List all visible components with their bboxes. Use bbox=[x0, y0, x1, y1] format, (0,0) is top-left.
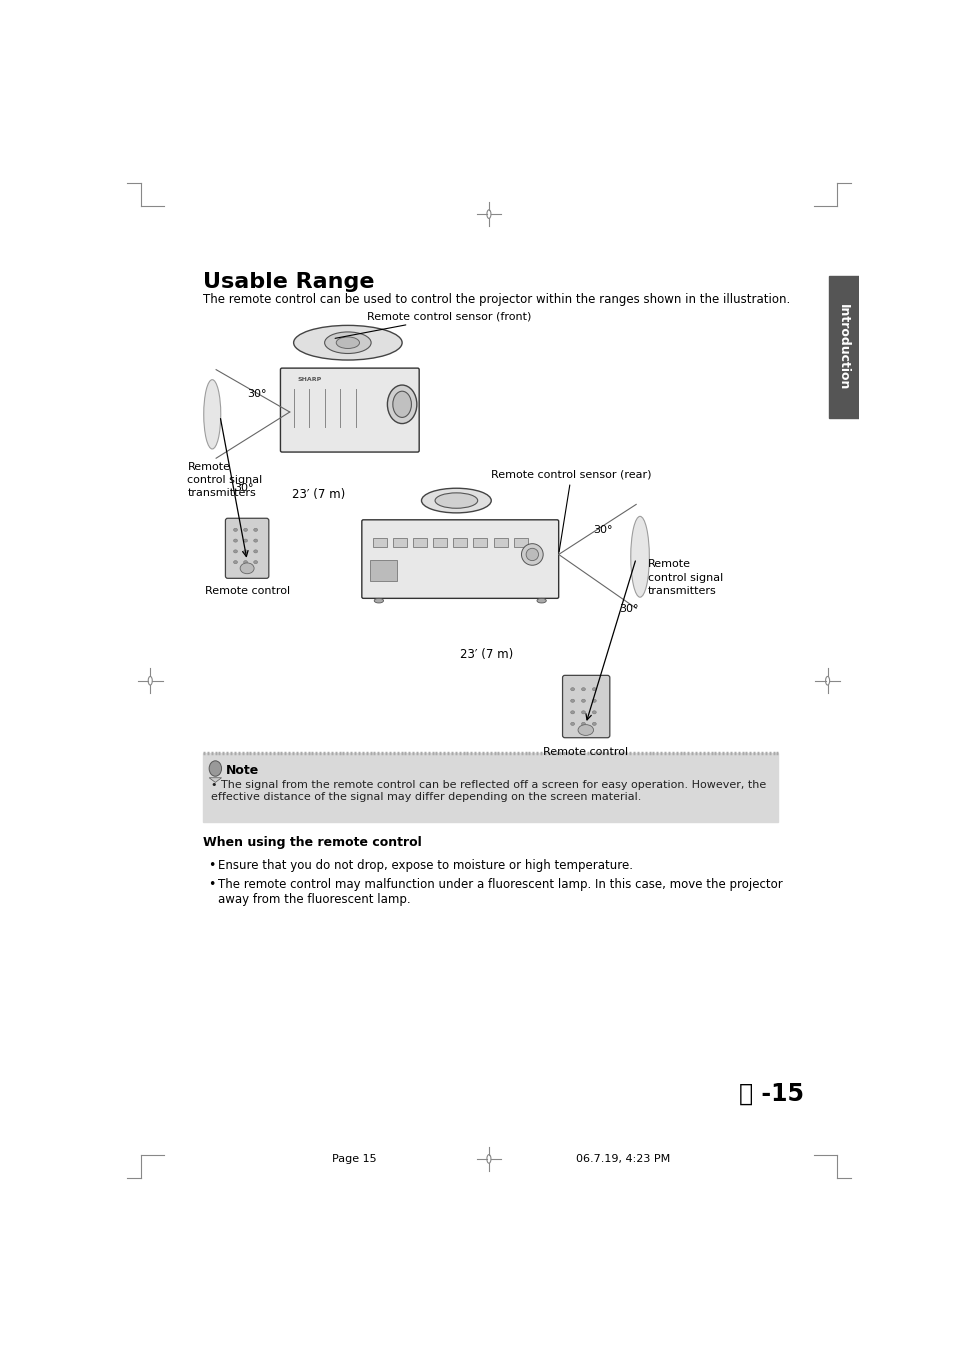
Ellipse shape bbox=[243, 528, 247, 531]
Ellipse shape bbox=[209, 760, 221, 776]
Text: • The signal from the remote control can be reflected off a screen for easy oper: • The signal from the remote control can… bbox=[211, 780, 765, 802]
Bar bbox=[453, 538, 467, 547]
Text: •: • bbox=[208, 859, 215, 872]
Bar bbox=[828, 276, 858, 418]
Text: When using the remote control: When using the remote control bbox=[203, 836, 421, 848]
Text: SHARP: SHARP bbox=[297, 377, 321, 383]
Ellipse shape bbox=[525, 549, 537, 561]
Text: Ensure that you do not drop, expose to moisture or high temperature.: Ensure that you do not drop, expose to m… bbox=[218, 859, 633, 872]
Ellipse shape bbox=[537, 599, 546, 603]
Text: 30°: 30° bbox=[618, 604, 638, 615]
Ellipse shape bbox=[387, 386, 416, 423]
Ellipse shape bbox=[253, 550, 257, 553]
Ellipse shape bbox=[253, 539, 257, 542]
Text: Remote control sensor (rear): Remote control sensor (rear) bbox=[491, 469, 651, 551]
Bar bbox=[473, 538, 487, 547]
Ellipse shape bbox=[578, 725, 593, 736]
Ellipse shape bbox=[570, 687, 574, 690]
Text: 06.7.19, 4:23 PM: 06.7.19, 4:23 PM bbox=[576, 1154, 670, 1163]
Text: Remote control: Remote control bbox=[542, 747, 628, 758]
Ellipse shape bbox=[374, 599, 383, 603]
Text: 23′ (7 m): 23′ (7 m) bbox=[459, 648, 513, 661]
Ellipse shape bbox=[243, 561, 247, 563]
Ellipse shape bbox=[521, 543, 542, 565]
Ellipse shape bbox=[570, 700, 574, 702]
Bar bbox=[513, 538, 527, 547]
Ellipse shape bbox=[581, 687, 585, 690]
Ellipse shape bbox=[233, 550, 237, 553]
Ellipse shape bbox=[393, 391, 411, 418]
Ellipse shape bbox=[570, 723, 574, 725]
Text: Introduction: Introduction bbox=[837, 303, 849, 390]
Bar bbox=[413, 538, 427, 547]
Ellipse shape bbox=[592, 700, 596, 702]
Ellipse shape bbox=[581, 700, 585, 702]
Text: 23′ (7 m): 23′ (7 m) bbox=[292, 488, 345, 501]
Ellipse shape bbox=[592, 687, 596, 690]
Text: Remote control sensor (front): Remote control sensor (front) bbox=[335, 311, 531, 338]
Ellipse shape bbox=[243, 550, 247, 553]
Bar bbox=[369, 559, 396, 581]
Text: Remote
control signal
transmitters: Remote control signal transmitters bbox=[647, 559, 722, 596]
Ellipse shape bbox=[233, 561, 237, 563]
Text: Remote control: Remote control bbox=[204, 586, 290, 596]
Ellipse shape bbox=[324, 332, 371, 353]
Text: Page 15: Page 15 bbox=[332, 1154, 376, 1163]
Bar bbox=[433, 538, 447, 547]
Ellipse shape bbox=[335, 337, 359, 349]
Ellipse shape bbox=[253, 528, 257, 531]
Text: •: • bbox=[208, 878, 215, 891]
Bar bbox=[393, 538, 406, 547]
Text: The remote control can be used to control the projector within the ranges shown : The remote control can be used to contro… bbox=[203, 293, 789, 306]
FancyBboxPatch shape bbox=[280, 368, 418, 452]
Text: 30°: 30° bbox=[247, 388, 266, 399]
FancyBboxPatch shape bbox=[361, 520, 558, 599]
Text: 30°: 30° bbox=[593, 524, 613, 535]
Ellipse shape bbox=[421, 488, 491, 512]
Text: 30°: 30° bbox=[233, 484, 253, 493]
Ellipse shape bbox=[592, 723, 596, 725]
Ellipse shape bbox=[630, 516, 649, 597]
Ellipse shape bbox=[435, 493, 477, 508]
Text: The remote control may malfunction under a fluorescent lamp. In this case, move : The remote control may malfunction under… bbox=[218, 878, 782, 906]
Ellipse shape bbox=[204, 380, 220, 449]
Polygon shape bbox=[209, 778, 221, 782]
Ellipse shape bbox=[253, 561, 257, 563]
Text: Ⓔ -15: Ⓔ -15 bbox=[739, 1082, 803, 1105]
Ellipse shape bbox=[243, 539, 247, 542]
Ellipse shape bbox=[294, 325, 402, 360]
Bar bbox=[373, 538, 386, 547]
Ellipse shape bbox=[240, 563, 253, 574]
Text: Usable Range: Usable Range bbox=[203, 272, 375, 293]
Ellipse shape bbox=[581, 723, 585, 725]
Text: Note: Note bbox=[226, 764, 259, 776]
Ellipse shape bbox=[233, 539, 237, 542]
FancyBboxPatch shape bbox=[225, 518, 269, 578]
Ellipse shape bbox=[581, 710, 585, 714]
Ellipse shape bbox=[570, 710, 574, 714]
Bar bbox=[493, 538, 507, 547]
Ellipse shape bbox=[592, 710, 596, 714]
Bar bbox=[203, 754, 778, 822]
Ellipse shape bbox=[233, 528, 237, 531]
Text: Remote
control signal
transmitters: Remote control signal transmitters bbox=[187, 462, 262, 499]
FancyBboxPatch shape bbox=[562, 675, 609, 737]
